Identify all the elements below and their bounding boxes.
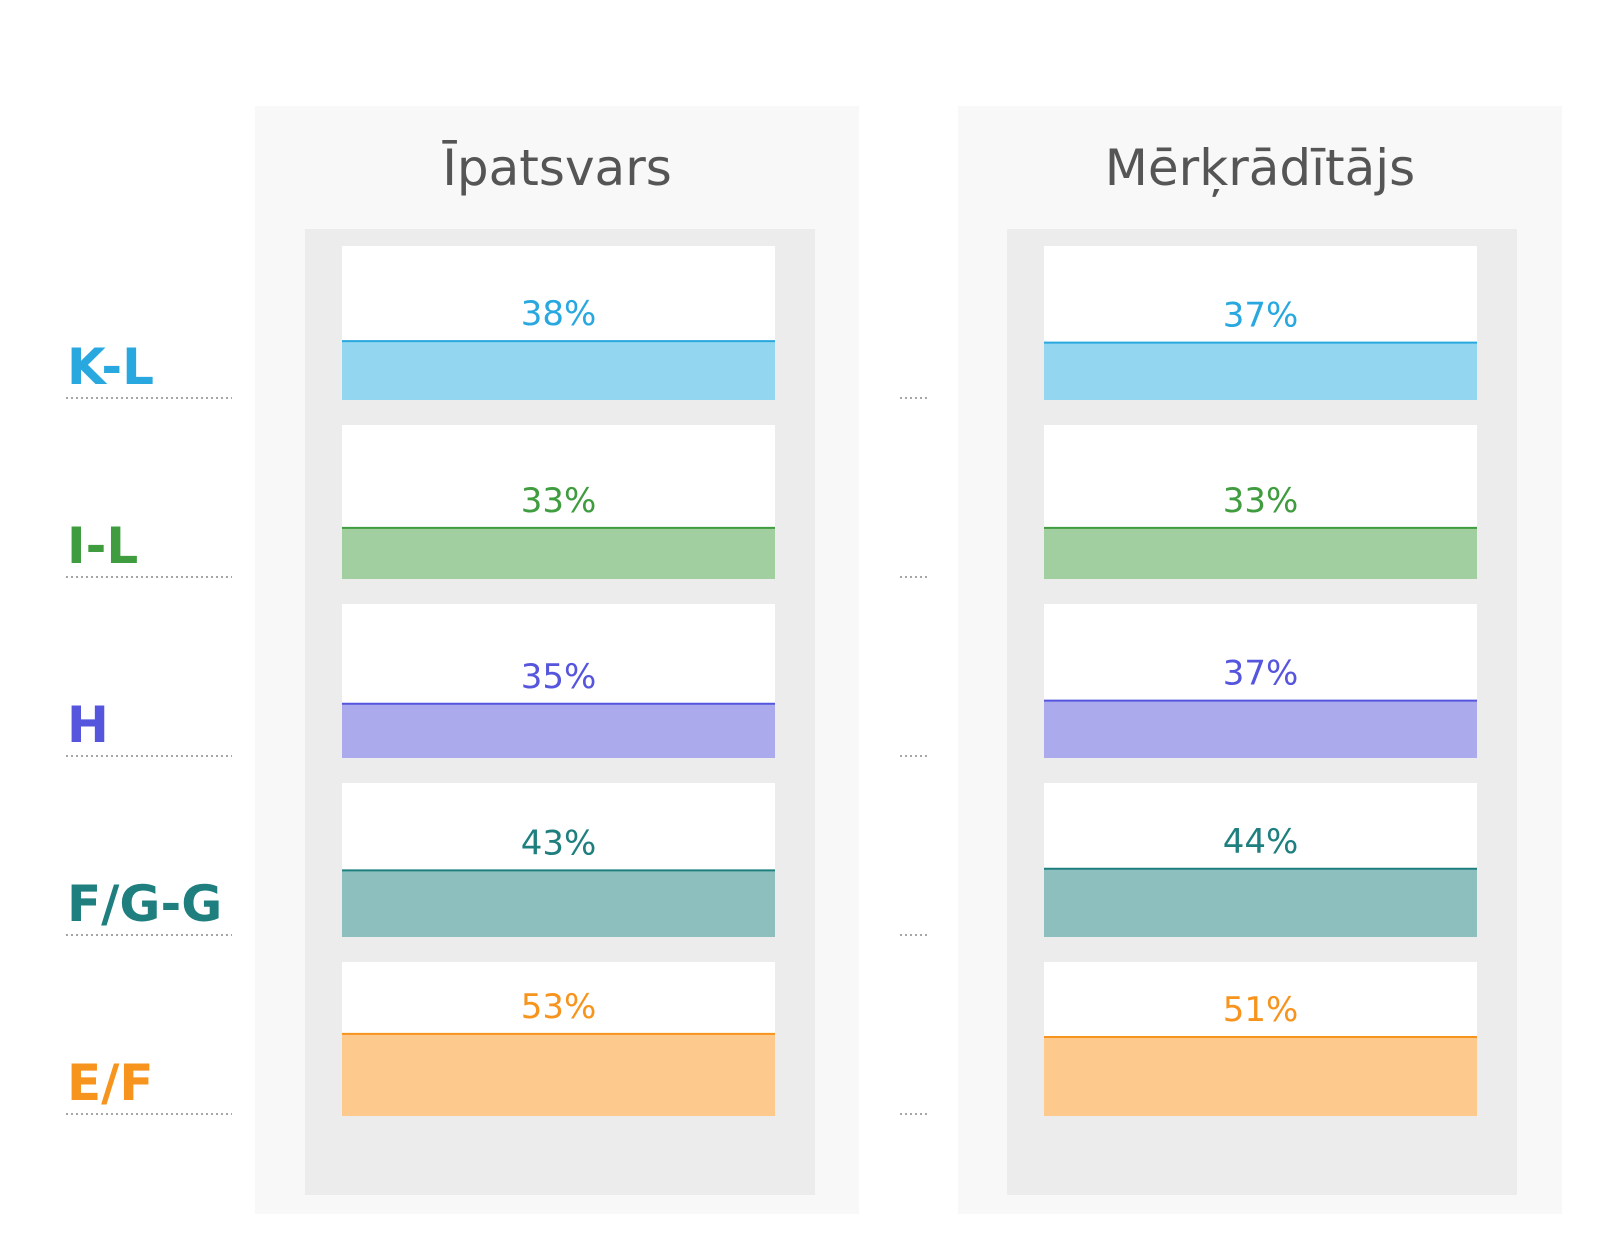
value-label: 53% [521,987,597,1027]
value-label: 37% [1223,654,1299,694]
row-label-h: H [67,696,109,754]
value-label: 51% [1223,990,1299,1030]
row-label-i-l: I-L [67,517,138,575]
bar-i-l-merkraditajs [1044,527,1477,579]
panel-title-right: Mērķrādītājs [1105,139,1415,197]
value-label: 37% [1223,296,1299,336]
value-label: 38% [521,294,597,334]
value-label: 44% [1223,822,1299,862]
value-label: 33% [521,481,597,521]
row-label-f-g-g: F/G-G [67,875,222,933]
bar-e-f-ipatsvars [342,1033,775,1116]
row-label-e-f: E/F [67,1054,154,1112]
panel-title-left: Īpatsvars [442,139,672,197]
bar-f-g-g-ipatsvars [342,870,775,937]
bar-k-l-ipatsvars [342,341,775,400]
bar-h-ipatsvars [342,703,775,758]
bar-h-merkraditajs [1044,700,1477,758]
value-label: 33% [1223,481,1299,521]
value-label: 35% [521,657,597,697]
bar-e-f-merkraditajs [1044,1036,1477,1116]
bar-f-g-g-merkraditajs [1044,868,1477,937]
value-label: 43% [521,823,597,863]
bar-i-l-ipatsvars [342,527,775,579]
bar-k-l-merkraditajs [1044,342,1477,400]
row-label-k-l: K-L [67,338,154,396]
